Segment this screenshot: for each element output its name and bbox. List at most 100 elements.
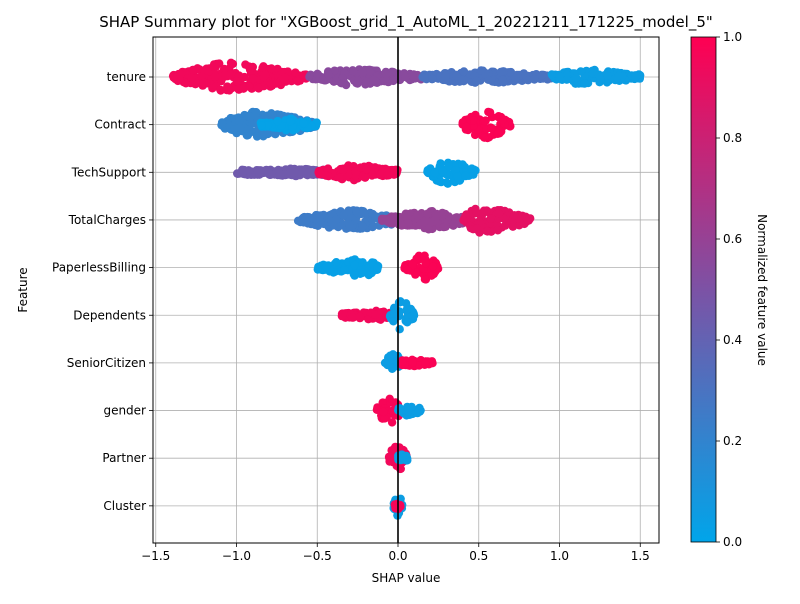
shap-point — [383, 170, 393, 180]
shap-point — [339, 211, 348, 220]
grid-layer — [153, 37, 659, 543]
shap-point — [199, 78, 208, 88]
shap-point — [485, 108, 495, 117]
shap-point — [379, 407, 388, 417]
shap-point — [426, 218, 435, 227]
shap-point — [385, 457, 394, 466]
shap-point — [372, 405, 382, 414]
shap-point — [293, 77, 302, 86]
shap-point — [477, 66, 486, 75]
shap-point — [483, 227, 492, 236]
shap-point — [263, 121, 273, 130]
shap-point — [420, 73, 430, 82]
x-tick-label: 1.5 — [631, 549, 650, 563]
shap-point — [486, 214, 495, 223]
shap-point — [321, 262, 331, 271]
shap-point — [291, 68, 300, 77]
shap-point — [462, 122, 471, 132]
shap-point — [395, 325, 404, 334]
colorbar-tick-label: 1.0 — [723, 30, 742, 44]
shap-point — [359, 207, 368, 216]
shap-point — [299, 118, 308, 128]
shap-point — [340, 266, 349, 275]
shap-point — [221, 70, 230, 80]
colorbar-tick-label: 0.0 — [723, 535, 742, 549]
shap-point — [493, 129, 502, 138]
shap-point — [389, 76, 398, 86]
shap-point — [401, 299, 411, 308]
plot-frame — [152, 36, 660, 544]
shap-point — [428, 262, 438, 271]
shap-point — [330, 66, 339, 75]
shap-point — [197, 72, 206, 81]
feature-label-cluster: Cluster — [103, 499, 146, 513]
shap-point — [238, 167, 247, 176]
shap-point — [521, 212, 530, 221]
shap-point — [371, 213, 380, 222]
x-tick-label: −0.5 — [303, 549, 332, 563]
shap-point — [436, 159, 445, 168]
shap-point — [290, 168, 299, 177]
x-tick-label: −1.0 — [222, 549, 251, 563]
shap-point — [355, 312, 365, 321]
shap-point — [442, 178, 451, 187]
shap-point — [380, 414, 389, 423]
shap-point — [360, 173, 370, 182]
shap-point — [395, 452, 405, 462]
shap-point — [347, 313, 357, 322]
shap-point — [263, 167, 272, 176]
shap-point — [494, 209, 503, 218]
shap-point — [373, 263, 382, 272]
shap-point — [273, 116, 282, 126]
shap-point — [547, 70, 556, 79]
shap-point — [441, 222, 450, 231]
shap-point — [467, 164, 476, 173]
shap-point — [187, 73, 196, 82]
shap-point — [235, 123, 245, 132]
shap-point — [170, 71, 179, 81]
shap-point — [299, 218, 308, 227]
shap-point — [506, 68, 515, 78]
shap-point — [562, 75, 571, 84]
shap-point — [413, 211, 422, 220]
shap-point — [337, 311, 347, 321]
x-axis-label: SHAP value — [372, 571, 441, 585]
shap-point — [181, 79, 191, 88]
shap-point — [313, 265, 322, 274]
colorbar-tick-label: 0.8 — [723, 131, 742, 145]
shap-point — [271, 79, 280, 88]
shap-point — [381, 69, 391, 79]
shap-point — [537, 71, 546, 80]
shap-point — [427, 271, 436, 280]
shap-point — [286, 117, 295, 126]
shap-point — [472, 224, 482, 233]
shap-point — [246, 112, 255, 122]
shap-point — [368, 222, 377, 232]
shap-point — [421, 359, 430, 368]
shap-point — [457, 75, 467, 85]
shap-point — [441, 72, 450, 81]
shap-point — [487, 123, 496, 133]
shap-point — [370, 310, 380, 319]
shap-point — [209, 62, 218, 71]
shap-point — [223, 82, 232, 91]
shap-point — [280, 73, 289, 83]
shap-point — [403, 318, 412, 327]
shap-point — [428, 74, 437, 84]
shap-point — [362, 77, 371, 87]
shap-point — [472, 207, 481, 216]
shap-point — [413, 408, 422, 418]
shap-point — [631, 72, 641, 81]
shap-point — [302, 170, 311, 179]
shap-point — [317, 75, 326, 84]
shap-point — [338, 166, 348, 175]
shap-point — [332, 258, 341, 267]
colorbar-tick-label: 0.4 — [723, 333, 742, 347]
feature-label-seniorcitizen: SeniorCitizen — [67, 356, 146, 370]
shap-point — [480, 116, 490, 126]
x-tick-label: 0.5 — [469, 549, 488, 563]
shap-point — [614, 71, 624, 80]
shap-point — [321, 171, 331, 180]
dots-layer — [168, 58, 645, 520]
